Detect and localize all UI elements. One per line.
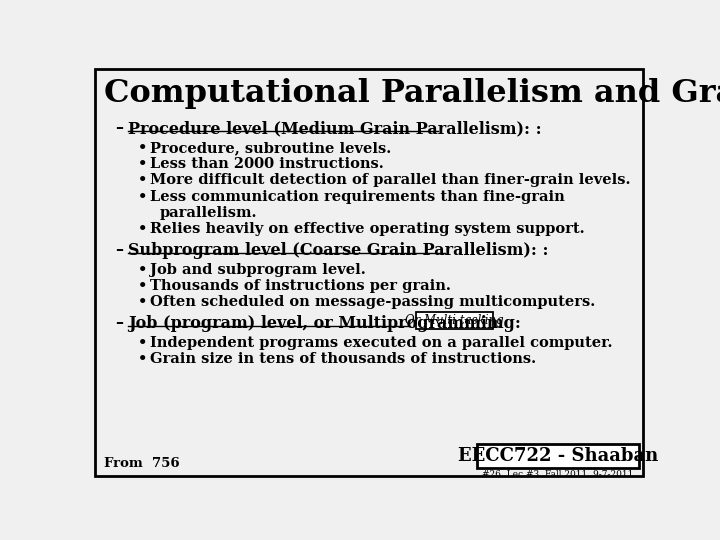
Text: Relies heavily on effective operating system support.: Relies heavily on effective operating sy…: [150, 222, 585, 236]
Text: •: •: [138, 279, 148, 293]
Text: Thousands of instructions per grain.: Thousands of instructions per grain.: [150, 279, 451, 293]
Text: Less than 2000 instructions.: Less than 2000 instructions.: [150, 157, 384, 171]
Text: •: •: [138, 336, 148, 350]
Text: Procedure, subroutine levels.: Procedure, subroutine levels.: [150, 141, 391, 155]
Text: From  756: From 756: [104, 457, 179, 470]
Text: Often scheduled on message-passing multicomputers.: Often scheduled on message-passing multi…: [150, 295, 595, 309]
Text: Computational Parallelism and Grain Size: Computational Parallelism and Grain Size: [104, 78, 720, 109]
Text: #26  Lec #3  Fall 2011  9-7-2011: #26 Lec #3 Fall 2011 9-7-2011: [482, 470, 634, 479]
Text: •: •: [138, 262, 148, 276]
Text: –: –: [114, 120, 123, 137]
Text: •: •: [138, 190, 148, 204]
Text: •: •: [138, 173, 148, 187]
Text: •: •: [138, 295, 148, 309]
FancyBboxPatch shape: [94, 70, 644, 476]
Text: Independent programs executed on a parallel computer.: Independent programs executed on a paral…: [150, 336, 612, 350]
Text: EECC722 - Shaaban: EECC722 - Shaaban: [458, 447, 658, 465]
FancyBboxPatch shape: [477, 444, 639, 468]
Text: •: •: [138, 141, 148, 155]
Text: Less communication requirements than fine-grain: Less communication requirements than fin…: [150, 190, 564, 204]
Text: –: –: [114, 315, 123, 332]
Text: Procedure level (Medium Grain Parallelism): :: Procedure level (Medium Grain Parallelis…: [128, 120, 541, 137]
Text: parallelism.: parallelism.: [160, 206, 257, 220]
Text: Job (program) level, or Multiprogrammimg:: Job (program) level, or Multiprogrammimg…: [128, 315, 521, 332]
Text: More difficult detection of parallel than finer-grain levels.: More difficult detection of parallel tha…: [150, 173, 630, 187]
Text: –: –: [114, 242, 123, 259]
Text: Subprogram level (Coarse Grain Parallelism): :: Subprogram level (Coarse Grain Paralleli…: [128, 242, 549, 259]
Text: Grain size in tens of thousands of instructions.: Grain size in tens of thousands of instr…: [150, 352, 536, 366]
Text: Job and subprogram level.: Job and subprogram level.: [150, 262, 366, 276]
Text: Or Multi-tasking: Or Multi-tasking: [405, 314, 503, 327]
Text: •: •: [138, 352, 148, 366]
Text: •: •: [138, 222, 148, 236]
Text: •: •: [138, 157, 148, 171]
FancyBboxPatch shape: [416, 312, 492, 329]
